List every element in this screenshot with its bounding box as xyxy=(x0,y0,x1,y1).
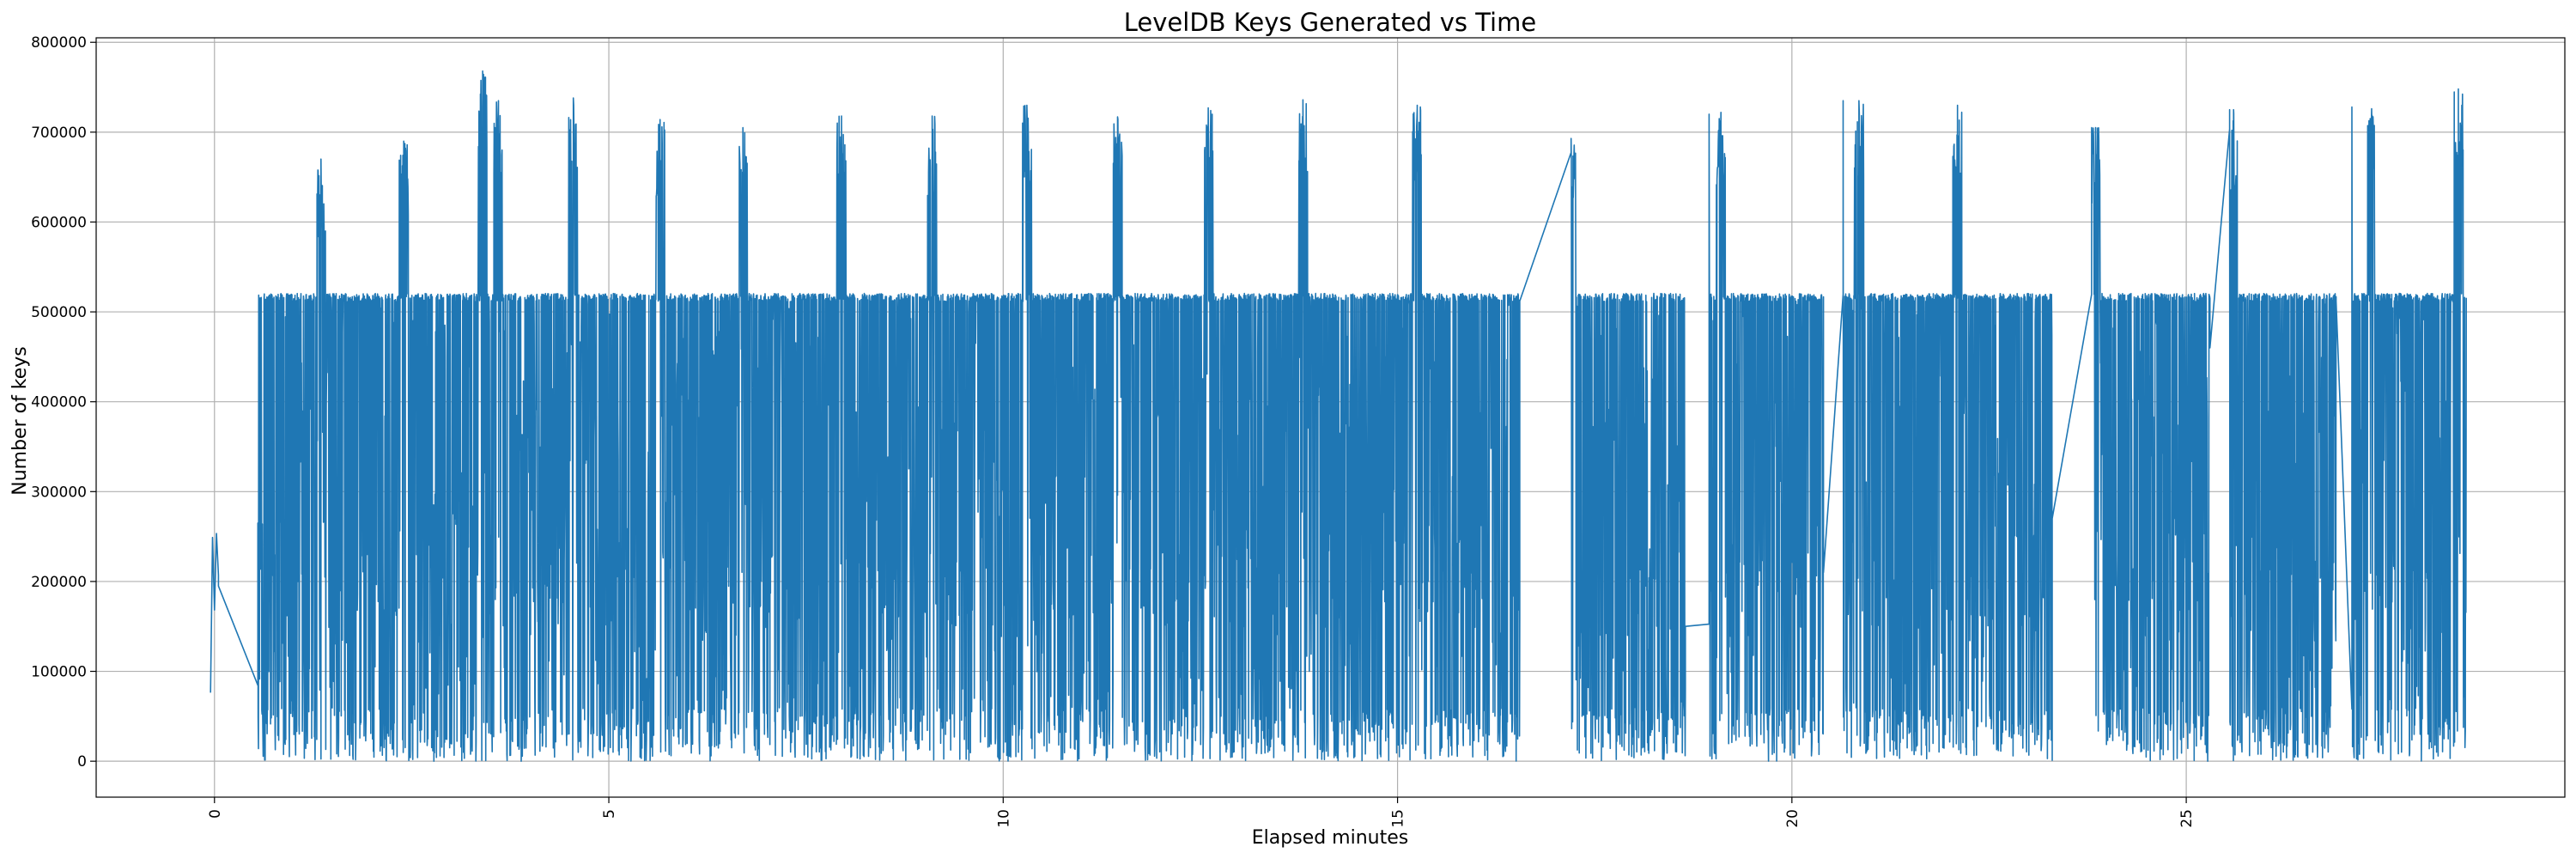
y-tick-label: 100000 xyxy=(31,664,87,681)
y-tick-label: 400000 xyxy=(31,394,87,411)
x-tick-label: 15 xyxy=(1390,809,1407,828)
y-tick-label: 700000 xyxy=(31,125,87,142)
x-tick-label: 10 xyxy=(995,809,1012,828)
y-tick-label: 300000 xyxy=(31,484,87,501)
x-axis-label: Elapsed minutes xyxy=(1252,827,1408,849)
series-keys xyxy=(210,70,2467,762)
x-tick-label: 0 xyxy=(207,809,224,819)
x-axis-ticks: 0 5 10 15 20 25 xyxy=(207,797,2196,828)
y-tick-label: 500000 xyxy=(31,304,87,321)
series-line-keys xyxy=(210,70,2467,762)
x-tick-label: 5 xyxy=(601,809,618,819)
plot-frame xyxy=(95,37,2566,798)
y-tick-label: 800000 xyxy=(31,34,87,52)
x-tick-label: 20 xyxy=(1784,809,1801,828)
chart-title: LevelDB Keys Generated vs Time xyxy=(1124,8,1536,37)
x-tick-label: 25 xyxy=(2178,809,2196,828)
y-axis-label: Number of keys xyxy=(9,346,31,496)
y-tick-label: 600000 xyxy=(31,214,87,231)
y-tick-label: 0 xyxy=(77,753,87,771)
y-axis-ticks: 0 100000 200000 300000 400000 500000 600000 700… xyxy=(31,34,96,771)
y-tick-label: 200000 xyxy=(31,574,87,591)
